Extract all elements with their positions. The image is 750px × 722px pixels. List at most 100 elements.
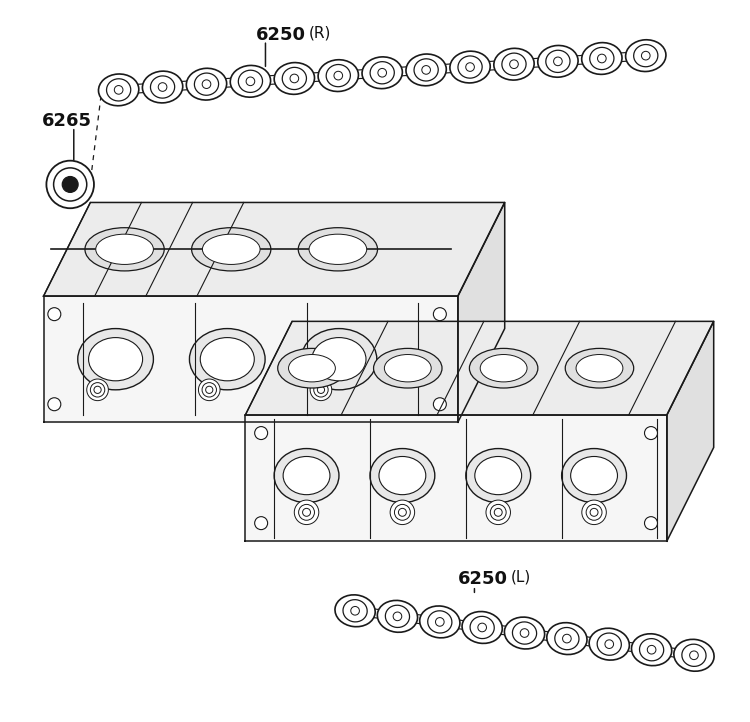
- Ellipse shape: [458, 56, 482, 78]
- Ellipse shape: [114, 85, 123, 94]
- Ellipse shape: [374, 349, 442, 388]
- Text: 6250: 6250: [256, 26, 306, 44]
- Ellipse shape: [494, 508, 502, 516]
- Ellipse shape: [547, 622, 587, 655]
- Ellipse shape: [90, 383, 105, 397]
- Ellipse shape: [546, 51, 570, 72]
- Ellipse shape: [571, 456, 617, 495]
- Ellipse shape: [48, 308, 61, 321]
- Ellipse shape: [294, 500, 319, 525]
- Ellipse shape: [590, 628, 629, 660]
- Ellipse shape: [335, 595, 375, 627]
- Ellipse shape: [626, 40, 666, 71]
- Text: 6250: 6250: [458, 570, 508, 588]
- Ellipse shape: [317, 386, 325, 393]
- Ellipse shape: [598, 54, 606, 63]
- Ellipse shape: [433, 308, 446, 321]
- Ellipse shape: [88, 338, 142, 380]
- Ellipse shape: [502, 53, 526, 75]
- Ellipse shape: [282, 67, 307, 90]
- Ellipse shape: [566, 349, 634, 388]
- Ellipse shape: [586, 505, 602, 521]
- Ellipse shape: [206, 386, 213, 393]
- Polygon shape: [44, 296, 457, 422]
- Ellipse shape: [53, 168, 87, 201]
- Ellipse shape: [362, 57, 402, 89]
- Text: (R): (R): [309, 26, 331, 41]
- Ellipse shape: [370, 61, 394, 84]
- Ellipse shape: [433, 398, 446, 411]
- Ellipse shape: [690, 651, 698, 660]
- Ellipse shape: [343, 600, 368, 622]
- Ellipse shape: [334, 71, 343, 80]
- Ellipse shape: [312, 338, 366, 380]
- Ellipse shape: [640, 638, 664, 661]
- Ellipse shape: [682, 644, 706, 666]
- Ellipse shape: [326, 64, 350, 87]
- Ellipse shape: [538, 45, 578, 77]
- Ellipse shape: [151, 76, 175, 98]
- Ellipse shape: [283, 456, 330, 495]
- Ellipse shape: [46, 161, 94, 208]
- Ellipse shape: [562, 634, 572, 643]
- Ellipse shape: [274, 63, 314, 95]
- Ellipse shape: [486, 500, 511, 525]
- Ellipse shape: [394, 505, 410, 521]
- Ellipse shape: [644, 517, 658, 530]
- Ellipse shape: [289, 355, 335, 382]
- Ellipse shape: [278, 349, 346, 388]
- Ellipse shape: [466, 448, 531, 503]
- Ellipse shape: [398, 508, 406, 516]
- Ellipse shape: [96, 234, 154, 264]
- Ellipse shape: [634, 45, 658, 66]
- Ellipse shape: [370, 448, 435, 503]
- Ellipse shape: [414, 58, 438, 81]
- Ellipse shape: [475, 456, 522, 495]
- Text: eReplacementParts.com: eReplacementParts.com: [236, 398, 398, 411]
- Ellipse shape: [436, 617, 444, 626]
- Ellipse shape: [298, 505, 314, 521]
- Ellipse shape: [674, 640, 714, 671]
- Ellipse shape: [302, 508, 310, 516]
- Ellipse shape: [94, 386, 101, 393]
- Polygon shape: [667, 321, 714, 542]
- Ellipse shape: [255, 517, 268, 530]
- Ellipse shape: [85, 227, 164, 271]
- Ellipse shape: [390, 500, 415, 525]
- Ellipse shape: [386, 605, 410, 627]
- Ellipse shape: [274, 448, 339, 503]
- Ellipse shape: [647, 645, 656, 654]
- Ellipse shape: [555, 627, 579, 650]
- Ellipse shape: [379, 456, 426, 495]
- Ellipse shape: [230, 66, 271, 97]
- Ellipse shape: [298, 227, 377, 271]
- Ellipse shape: [255, 427, 268, 440]
- Ellipse shape: [48, 398, 61, 411]
- Ellipse shape: [406, 54, 446, 86]
- Text: 6265: 6265: [42, 113, 92, 131]
- Ellipse shape: [422, 66, 430, 74]
- Ellipse shape: [450, 51, 491, 83]
- Ellipse shape: [246, 77, 255, 86]
- Ellipse shape: [87, 379, 108, 401]
- Ellipse shape: [106, 79, 130, 101]
- Ellipse shape: [194, 73, 218, 95]
- Ellipse shape: [597, 633, 621, 656]
- Ellipse shape: [632, 634, 672, 666]
- Ellipse shape: [520, 629, 529, 638]
- Ellipse shape: [200, 338, 254, 380]
- Ellipse shape: [420, 606, 460, 638]
- Ellipse shape: [202, 234, 260, 264]
- Ellipse shape: [512, 622, 536, 644]
- Ellipse shape: [62, 176, 78, 192]
- Ellipse shape: [490, 505, 506, 521]
- Ellipse shape: [290, 74, 298, 83]
- Polygon shape: [44, 202, 505, 296]
- Ellipse shape: [202, 80, 211, 89]
- Ellipse shape: [644, 427, 658, 440]
- Ellipse shape: [351, 606, 359, 615]
- Ellipse shape: [462, 612, 503, 643]
- Ellipse shape: [505, 617, 544, 649]
- Ellipse shape: [199, 379, 220, 401]
- Ellipse shape: [378, 69, 386, 77]
